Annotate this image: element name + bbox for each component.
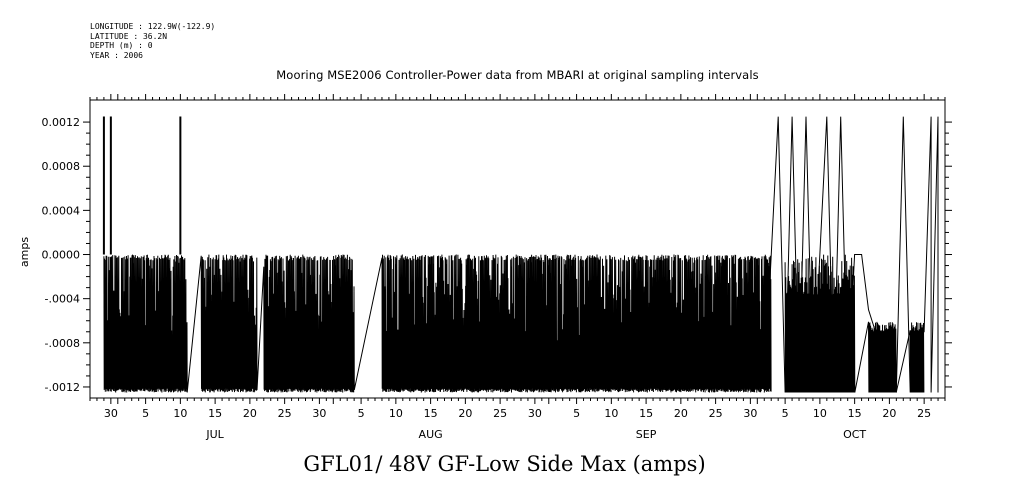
x-tick-label: 20 xyxy=(458,407,472,420)
x-tick-label: 5 xyxy=(573,407,580,420)
month-label: SEP xyxy=(636,428,657,441)
x-tick-label: 15 xyxy=(208,407,222,420)
series-trace xyxy=(103,254,772,393)
series-trace-oct-dense xyxy=(784,254,925,393)
x-tick-label: 15 xyxy=(639,407,653,420)
x-tick-label: 30 xyxy=(104,407,118,420)
month-label: AUG xyxy=(419,428,443,441)
x-tick-label: 10 xyxy=(813,407,827,420)
mooring-metadata: LONGITUDE : 122.9W(-122.9) LATITUDE : 36… xyxy=(90,22,215,60)
x-tick-label: 15 xyxy=(424,407,438,420)
x-tick-label: 15 xyxy=(848,407,862,420)
y-tick-label: -.0008 xyxy=(45,337,80,350)
y-tick-label: 0.0012 xyxy=(42,116,81,129)
x-tick-label: 10 xyxy=(604,407,618,420)
variable-label: GFL01/ 48V GF-Low Side Max (amps) xyxy=(303,452,706,476)
longitude-label: LONGITUDE : 122.9W(-122.9) xyxy=(90,22,216,31)
x-tick-label: 20 xyxy=(243,407,257,420)
x-tick-label: 5 xyxy=(358,407,365,420)
x-tick-label: 30 xyxy=(312,407,326,420)
depth-label: DEPTH (m) : 0 xyxy=(90,41,153,50)
y-tick-label: -.0004 xyxy=(45,293,80,306)
y-tick-label: 0.0008 xyxy=(42,160,81,173)
x-tick-label: 10 xyxy=(389,407,403,420)
month-label: OCT xyxy=(843,428,866,441)
y-tick-label: -.0012 xyxy=(45,381,80,394)
month-label: JUL xyxy=(205,428,224,441)
x-tick-label: 25 xyxy=(278,407,292,420)
plot-frame xyxy=(89,99,946,399)
x-tick-label: 25 xyxy=(493,407,507,420)
x-tick-label: 10 xyxy=(173,407,187,420)
x-tick-label: 20 xyxy=(674,407,688,420)
x-tick-label: 25 xyxy=(917,407,931,420)
year-label: YEAR : 2006 xyxy=(90,50,143,60)
x-tick-label: 5 xyxy=(782,407,789,420)
y-axis-label: amps xyxy=(18,237,31,267)
y-tick-label: 0.0004 xyxy=(42,204,81,217)
x-tick-label: 25 xyxy=(709,407,723,420)
x-tick-label: 30 xyxy=(743,407,757,420)
x-tick-label: 20 xyxy=(882,407,896,420)
chart-title: Mooring MSE2006 Controller-Power data fr… xyxy=(276,68,759,82)
y-tick-label: 0.0000 xyxy=(42,249,81,262)
x-tick-label: 5 xyxy=(142,407,149,420)
x-tick-label: 30 xyxy=(528,407,542,420)
latitude-label: LATITUDE : 36.2N xyxy=(90,31,168,41)
